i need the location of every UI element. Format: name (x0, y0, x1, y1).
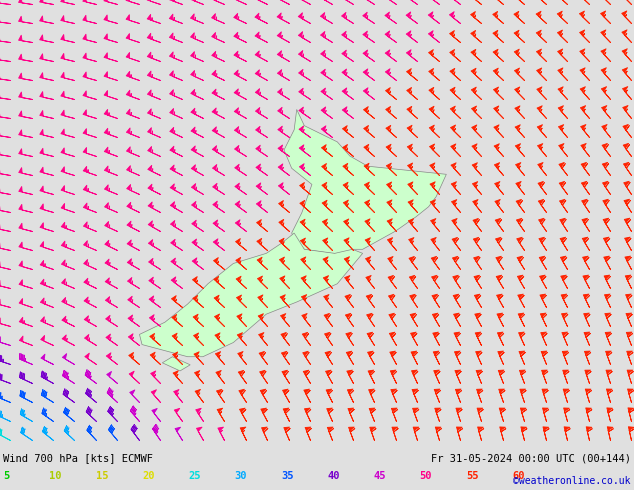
Text: 20: 20 (142, 471, 155, 481)
Polygon shape (284, 109, 446, 255)
Text: 10: 10 (49, 471, 62, 481)
Text: Fr 31-05-2024 00:00 UTC (00+144): Fr 31-05-2024 00:00 UTC (00+144) (431, 453, 631, 463)
Text: ©weatheronline.co.uk: ©weatheronline.co.uk (514, 476, 631, 486)
Text: 30: 30 (235, 471, 247, 481)
Text: 45: 45 (373, 471, 386, 481)
Text: 40: 40 (327, 471, 340, 481)
Text: Wind 700 hPa [kts] ECMWF: Wind 700 hPa [kts] ECMWF (3, 453, 153, 463)
Text: 55: 55 (466, 471, 479, 481)
Text: 5: 5 (3, 471, 10, 481)
Text: 25: 25 (188, 471, 201, 481)
Polygon shape (162, 357, 190, 371)
Text: 50: 50 (420, 471, 432, 481)
Polygon shape (139, 233, 363, 357)
Text: 35: 35 (281, 471, 294, 481)
Text: 15: 15 (96, 471, 108, 481)
Text: 60: 60 (512, 471, 525, 481)
